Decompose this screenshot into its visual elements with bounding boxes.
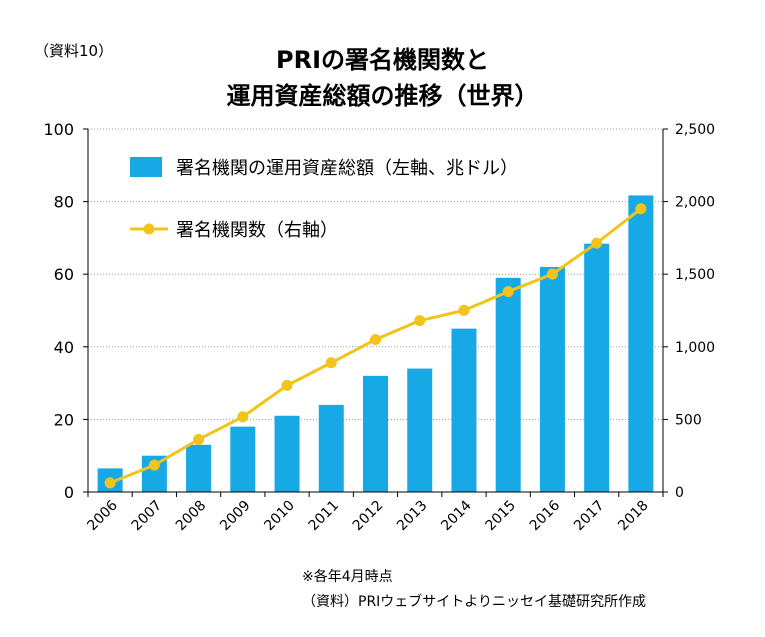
bar	[318, 404, 344, 492]
line-point	[148, 459, 160, 471]
x-tick-label: 2012	[350, 498, 387, 535]
line-point	[414, 315, 426, 327]
x-tick-label: 2006	[84, 497, 121, 534]
x-tick-label: 2018	[615, 498, 652, 535]
y-left-tick-label: 20	[54, 410, 74, 429]
y-right-tick-label: 0	[675, 485, 684, 501]
line-point	[281, 379, 293, 391]
y-left-tick-label: 100	[43, 120, 74, 139]
bar	[186, 444, 212, 492]
y-right-tick-label: 500	[675, 412, 702, 428]
x-tick-label: 2009	[217, 498, 254, 535]
chart-title-line2: 運用資産総額の推移（世界）	[226, 82, 539, 110]
line-point	[635, 203, 647, 215]
legend-bar-label: 署名機関の運用資産総額（左軸、兆ドル）	[176, 158, 518, 179]
x-tick-label: 2017	[571, 498, 608, 535]
line-point	[237, 411, 249, 423]
footnote-time: ※各年4月時点	[302, 569, 393, 585]
chart-title-line1: PRIの署名機関数と	[276, 46, 489, 74]
line-point	[325, 357, 337, 369]
line-point	[502, 286, 514, 298]
legend: 署名機関の運用資産総額（左軸、兆ドル） 署名機関数（右軸）	[130, 157, 518, 241]
y-right-tick-label: 2,000	[675, 195, 715, 211]
bar	[451, 328, 477, 492]
bar	[363, 375, 388, 492]
line-point	[458, 304, 470, 316]
bar	[584, 243, 610, 492]
bar	[274, 415, 300, 492]
x-tick-label: 2014	[438, 497, 475, 534]
line-point	[193, 433, 205, 445]
x-tick-label: 2007	[129, 498, 166, 535]
bar	[230, 426, 256, 492]
x-tick-label: 2011	[306, 498, 343, 535]
bar	[628, 195, 654, 492]
bar-series	[97, 195, 654, 492]
y-left-tick-label: 60	[54, 265, 74, 284]
x-tick-label: 2015	[483, 498, 520, 535]
bar	[539, 266, 565, 492]
y-right-tick-label: 1,000	[675, 340, 715, 356]
footnote-source: （資料）PRIウェブサイトよりニッセイ基礎研究所作成	[302, 594, 647, 610]
line-point	[104, 477, 116, 489]
y-left-tick-label: 0	[64, 483, 74, 502]
legend-bar-swatch	[130, 157, 162, 177]
y-right-tick-label: 1,500	[675, 267, 715, 283]
line-point	[591, 237, 603, 249]
legend-line-label: 署名機関数（右軸）	[176, 220, 338, 241]
line-point	[546, 268, 558, 280]
legend-line-marker	[143, 223, 155, 235]
x-tick-label: 2016	[527, 497, 564, 534]
x-tick-label: 2010	[261, 498, 298, 535]
source-reference: （資料10）	[34, 42, 114, 60]
axes	[83, 128, 668, 497]
line-point	[370, 334, 381, 346]
bar	[495, 277, 521, 492]
y-right-tick-label: 2,500	[675, 122, 715, 138]
x-tick-label: 2008	[173, 498, 210, 535]
line-series	[104, 203, 647, 489]
y-left-tick-label: 40	[54, 338, 74, 357]
x-tick-label: 2013	[394, 498, 431, 535]
bar	[407, 368, 433, 492]
y-left-tick-label: 80	[54, 193, 74, 212]
